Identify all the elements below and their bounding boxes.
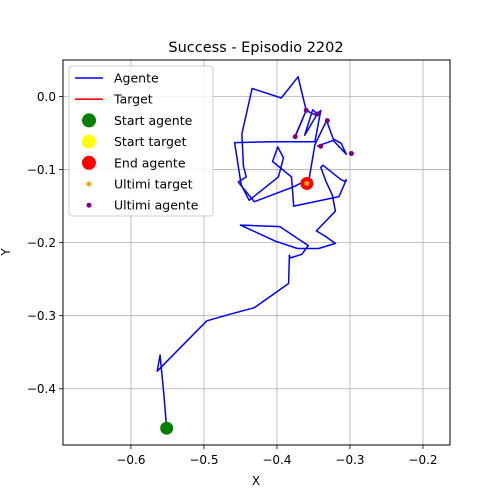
legend-swatch (86, 202, 92, 208)
series-layer (156, 76, 348, 429)
y-tick-label: −0.2 (27, 236, 56, 250)
ultimi-agente-point (318, 143, 324, 149)
legend-label: Start target (114, 134, 187, 149)
legend: Agente Target Start agente Start target End … (68, 65, 214, 217)
x-tick-label: −0.2 (408, 453, 437, 467)
y-tick-label: −0.1 (27, 163, 56, 177)
plot-frame (62, 59, 451, 446)
markers-layer (160, 107, 354, 435)
ultimi-target-point (304, 180, 310, 186)
x-tick-label: −0.6 (116, 453, 145, 467)
y-tick-label: 0.0 (37, 90, 56, 104)
y-axis: 0.0 −0.1 −0.2 −0.3 −0.4 (27, 90, 63, 396)
start-agente-point (160, 421, 174, 435)
legend-label: Start agente (114, 113, 193, 128)
y-tick-label: −0.3 (27, 309, 56, 323)
ultimi-agente-point (303, 107, 309, 113)
legend-swatch (82, 134, 96, 149)
ultimi-agente-point (292, 134, 298, 140)
series-line-agente (156, 76, 348, 429)
legend-swatch (82, 155, 96, 170)
legend-label: End agente (114, 155, 186, 170)
legend-box (68, 65, 214, 217)
ultimi-agente-point (324, 118, 330, 124)
x-tick-label: −0.4 (262, 453, 291, 467)
y-axis-label: Y (0, 248, 13, 257)
legend-swatch (82, 113, 96, 128)
legend-swatch (86, 181, 92, 187)
chart-title: Success - Episodio 2202 (168, 40, 343, 56)
x-axis-label: X (252, 474, 260, 488)
legend-label: Ultimi agente (114, 198, 199, 213)
legend-label: Ultimi target (114, 177, 193, 192)
ultimi-agente-point (314, 111, 320, 117)
ultimi-agente-point (348, 151, 354, 157)
x-tick-label: −0.5 (189, 453, 218, 467)
x-axis: −0.6 −0.5 −0.4 −0.3 −0.2 (116, 445, 438, 467)
legend-label: Agente (114, 71, 159, 86)
x-tick-label: −0.3 (335, 453, 364, 467)
y-tick-label: −0.4 (27, 382, 56, 396)
legend-label: Target (113, 92, 153, 107)
